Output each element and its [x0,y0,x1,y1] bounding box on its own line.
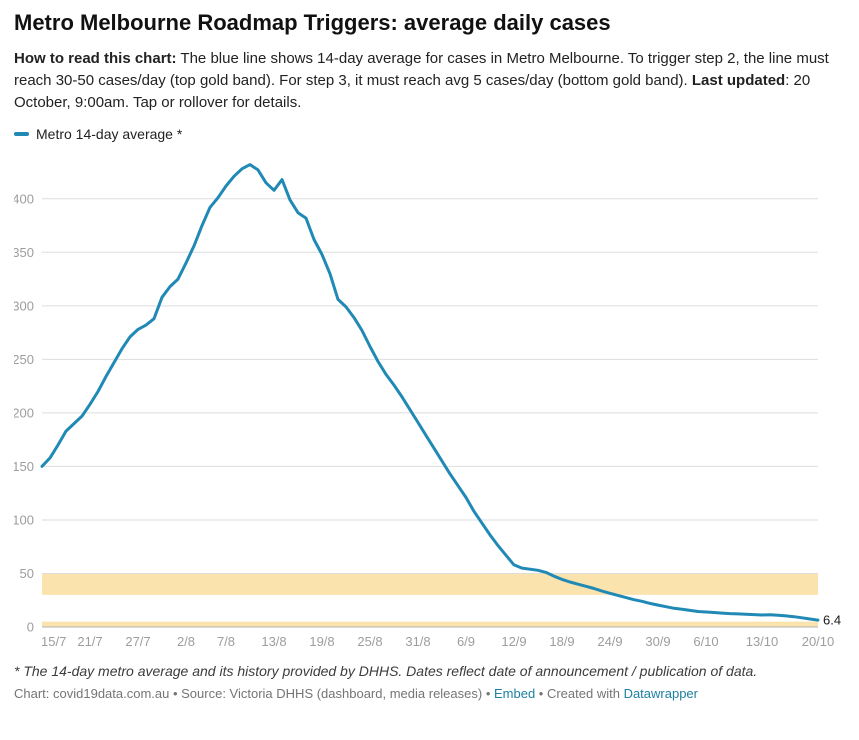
x-axis-label: 12/9 [501,634,526,649]
how-to-read-label: How to read this chart: [14,50,177,68]
legend-label: Metro 14-day average * [36,125,183,142]
y-axis-label: 150 [14,459,34,474]
y-axis-label: 50 [20,566,34,581]
y-axis-label: 300 [14,298,34,313]
y-axis-label: 0 [27,619,34,634]
metro-average-line[interactable] [40,162,820,622]
x-axis-label: 13/10 [746,634,779,649]
x-axis-label: 18/9 [549,634,574,649]
x-axis-label: 13/8 [261,634,286,649]
x-axis-label: 31/8 [405,634,430,649]
legend: Metro 14-day average * [14,126,845,142]
chart-widget: Metro Melbourne Roadmap Triggers: averag… [14,10,845,701]
y-axis-label: 250 [14,352,34,367]
y-axis-label: 100 [14,512,34,527]
x-axis-label: 20/10 [802,634,835,649]
line-swatch-icon [14,131,29,136]
intro-text-2: : 20 October, 9:00am. Tap or rollover fo… [14,72,811,111]
x-axis-label: 19/8 [309,634,334,649]
x-axis-label: 6/9 [457,634,475,649]
footnote: * The 14-day metro average and its histo… [14,662,758,679]
last-updated-label: Last updated [691,72,786,90]
y-axis-label: 350 [14,244,34,259]
x-axis-label: 2/8 [177,634,195,649]
x-axis-label: 15/7 [41,634,66,649]
y-axis-label: 400 [14,191,34,206]
x-axis-label: 30/9 [645,634,670,649]
x-axis-label: 27/7 [125,634,150,649]
embed-link[interactable]: Embed [493,685,536,701]
y-axis-label: 200 [14,405,34,420]
credit-middle: • Created with [535,685,624,701]
datawrapper-link[interactable]: Datawrapper [623,685,698,701]
trigger-band [42,573,818,595]
trigger-band [42,621,818,627]
x-axis-label: 6/10 [693,634,718,649]
x-axis-label: 21/7 [77,634,102,649]
intro-text-1: The blue line shows 14-day average for c… [14,50,829,90]
line-chart[interactable]: 0 50 100 150 200 250 300 350 400 15/7 21/7 27/7 2/8 7… [14,150,845,653]
chart-title: Metro Melbourne Roadmap Triggers: averag… [14,10,611,35]
end-value-label: 6.4 [823,612,841,627]
x-axis-label: 24/9 [597,634,622,649]
chart-description: How to read this chart: The blue line sh… [14,48,845,113]
credit-line: Chart: covid19data.com.au • Source: Vict… [14,686,845,701]
x-axis-label: 7/8 [217,634,235,649]
credit-text: Chart: covid19data.com.au • Source: Vict… [14,685,494,701]
x-axis-label: 25/8 [357,634,382,649]
